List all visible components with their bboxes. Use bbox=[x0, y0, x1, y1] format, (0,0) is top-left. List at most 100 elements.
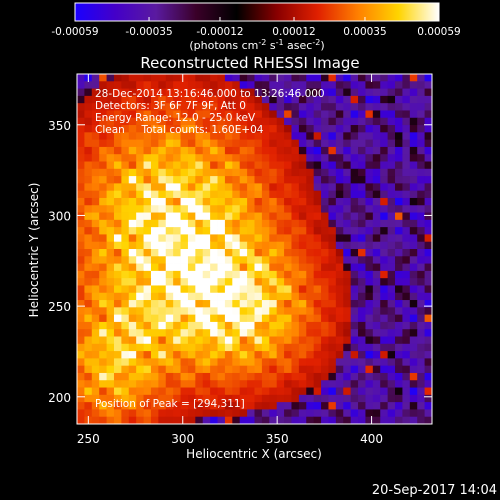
heatmap-cell bbox=[284, 263, 292, 272]
heatmap-cell bbox=[195, 416, 204, 424]
heatmap-cell bbox=[409, 416, 418, 424]
heatmap-cell bbox=[224, 270, 233, 279]
heatmap-cell bbox=[239, 183, 248, 192]
heatmap-cell bbox=[395, 256, 403, 264]
heatmap-cell bbox=[217, 168, 226, 177]
heatmap-cell bbox=[210, 307, 218, 316]
heatmap-cell bbox=[387, 394, 396, 403]
heatmap-cell bbox=[291, 241, 300, 250]
heatmap-cell bbox=[395, 139, 403, 148]
heatmap-cell bbox=[77, 205, 85, 213]
heatmap-cell bbox=[254, 380, 263, 388]
heatmap-cell bbox=[284, 110, 292, 119]
heatmap-cell bbox=[143, 270, 152, 279]
heatmap-cell bbox=[187, 205, 196, 213]
heatmap-cell bbox=[424, 146, 432, 155]
heatmap-cell bbox=[395, 197, 403, 206]
heatmap-cell bbox=[372, 394, 381, 403]
heatmap-cell bbox=[187, 416, 196, 424]
heatmap-cell bbox=[409, 132, 418, 141]
annotation-clean-counts: Clean Total counts: 1.60E+04 bbox=[95, 124, 264, 136]
heatmap-cell bbox=[247, 292, 255, 301]
heatmap-cell bbox=[284, 402, 292, 410]
heatmap-cell bbox=[106, 321, 115, 330]
heatmap-cell bbox=[202, 278, 211, 286]
heatmap-cell bbox=[276, 190, 285, 199]
heatmap-cell bbox=[247, 168, 255, 177]
heatmap-cell bbox=[321, 358, 329, 367]
heatmap-cell bbox=[77, 117, 85, 126]
heatmap-cell bbox=[424, 227, 432, 235]
heatmap-cell bbox=[365, 146, 374, 155]
heatmap-cell bbox=[210, 270, 218, 279]
heatmap-cell bbox=[261, 329, 270, 337]
heatmap-cell bbox=[217, 307, 226, 316]
heatmap-cell bbox=[165, 81, 174, 89]
heatmap-cell bbox=[276, 125, 285, 133]
heatmap-cell bbox=[113, 205, 122, 213]
heatmap-cell bbox=[217, 205, 226, 213]
heatmap-cell bbox=[195, 314, 204, 323]
heatmap-cell bbox=[239, 81, 248, 89]
heatmap-cell bbox=[173, 416, 181, 424]
heatmap-cell bbox=[328, 190, 337, 199]
heatmap-cell bbox=[261, 387, 270, 396]
heatmap-cell bbox=[150, 190, 159, 199]
heatmap-cell bbox=[150, 387, 159, 396]
heatmap-cell bbox=[84, 256, 93, 264]
heatmap-cell bbox=[202, 219, 211, 228]
heatmap-cell bbox=[121, 329, 130, 337]
heatmap-cell bbox=[424, 139, 432, 148]
heatmap-cell bbox=[232, 74, 241, 82]
heatmap-cell bbox=[380, 176, 389, 184]
heatmap-cell bbox=[291, 343, 300, 352]
heatmap-cell bbox=[180, 292, 189, 301]
heatmap-cell bbox=[269, 307, 278, 316]
heatmap-cell bbox=[358, 387, 366, 396]
heatmap-cell bbox=[106, 88, 115, 97]
heatmap-cell bbox=[417, 197, 426, 206]
heatmap-cell bbox=[143, 402, 152, 410]
heatmap-cell bbox=[402, 278, 411, 286]
heatmap-cell bbox=[187, 380, 196, 388]
heatmap-cell bbox=[372, 234, 381, 243]
heatmap-cell bbox=[424, 212, 432, 221]
heatmap-cell bbox=[387, 88, 396, 97]
heatmap-cell bbox=[261, 409, 270, 418]
heatmap-cell bbox=[91, 270, 100, 279]
heatmap-cell bbox=[409, 103, 418, 111]
annotation-time-range: 28-Dec-2014 13:16:46.000 to 13:26:46.000 bbox=[95, 88, 325, 100]
heatmap-cell bbox=[372, 249, 381, 257]
heatmap-cell bbox=[380, 329, 389, 337]
heatmap-cell bbox=[409, 387, 418, 396]
heatmap-cell bbox=[254, 292, 263, 301]
heatmap-cell bbox=[91, 176, 100, 184]
heatmap-cell bbox=[121, 139, 130, 148]
heatmap-cell bbox=[247, 176, 255, 184]
heatmap-cell bbox=[113, 329, 122, 337]
heatmap-cell bbox=[195, 329, 204, 337]
heatmap-cell bbox=[291, 161, 300, 170]
heatmap-cell bbox=[113, 74, 122, 82]
heatmap-cell bbox=[372, 168, 381, 177]
heatmap-cell bbox=[269, 314, 278, 323]
heatmap-cell bbox=[187, 387, 196, 396]
heatmap-cell bbox=[180, 241, 189, 250]
heatmap-cell bbox=[232, 387, 241, 396]
heatmap-cell bbox=[328, 358, 337, 367]
heatmap-cell bbox=[387, 416, 396, 424]
heatmap-cell bbox=[232, 139, 241, 148]
heatmap-cell bbox=[313, 380, 322, 388]
heatmap-cell bbox=[217, 176, 226, 184]
heatmap-cell bbox=[254, 314, 263, 323]
heatmap-cell bbox=[276, 307, 285, 316]
heatmap-cell bbox=[409, 190, 418, 199]
heatmap-cell bbox=[254, 110, 263, 119]
heatmap-cell bbox=[99, 387, 107, 396]
heatmap-cell bbox=[99, 409, 107, 418]
heatmap-cell bbox=[350, 300, 359, 308]
heatmap-cell bbox=[350, 329, 359, 337]
heatmap-cell bbox=[284, 285, 292, 294]
heatmap-cell bbox=[202, 161, 211, 170]
heatmap-cell bbox=[417, 249, 426, 257]
